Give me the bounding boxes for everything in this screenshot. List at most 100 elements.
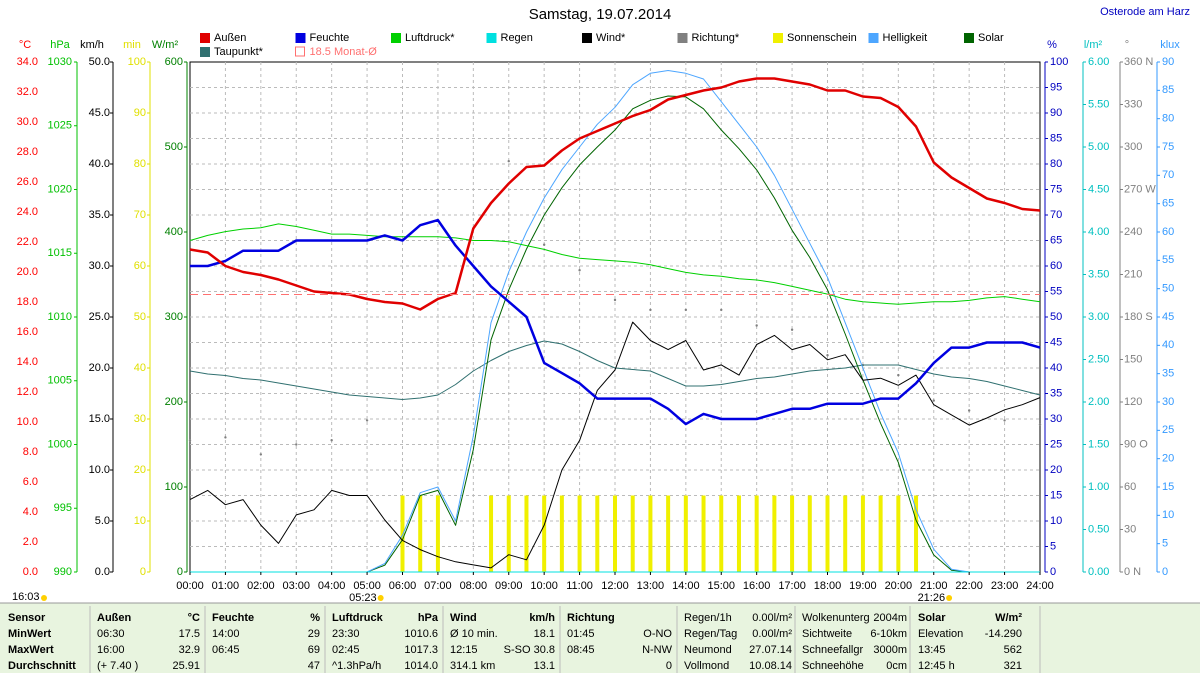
table-unit: km/h — [529, 612, 555, 624]
sunshine-bar — [648, 495, 653, 572]
y-tick-label: 20.0 — [89, 362, 110, 374]
table-header: Außen — [97, 612, 132, 624]
y-tick-label: 65 — [1050, 234, 1062, 246]
y-tick-label: 6.0 — [23, 476, 38, 488]
y-tick-label: 30 — [1050, 413, 1062, 425]
y-tick-label: 100 — [1050, 56, 1068, 68]
table-header: Richtung — [567, 612, 615, 624]
y-tick-label: 200 — [165, 396, 183, 408]
y-tick-label: 150 — [1124, 353, 1142, 365]
x-tick-label: 20:00 — [885, 580, 913, 592]
axis-title: % — [1047, 39, 1057, 51]
y-tick-label: 20.0 — [17, 266, 38, 278]
y-tick-label: 55 — [1162, 254, 1174, 266]
sunshine-bar — [825, 495, 830, 572]
table-cell: 12:45 h — [918, 660, 955, 672]
table-unit: % — [310, 612, 320, 624]
y-tick-label: 8.0 — [23, 446, 38, 458]
x-tick-label: 23:00 — [991, 580, 1019, 592]
y-tick-label: 30.0 — [89, 260, 110, 272]
direction-dot — [684, 308, 688, 312]
update-time: 16:03 — [12, 591, 40, 603]
table-cell: 06:30 — [97, 628, 125, 640]
y-tick-label: 90 — [1050, 107, 1062, 119]
series-line — [190, 218, 1041, 426]
y-tick-label: 10 — [1050, 515, 1062, 527]
sunshine-bar — [435, 495, 440, 572]
y-tick-label: 2.50 — [1088, 353, 1109, 365]
legend-label: Feuchte — [310, 32, 350, 44]
y-tick-label: 28.0 — [17, 146, 38, 158]
direction-dot — [932, 399, 935, 402]
y-tick-label: 60 — [1050, 260, 1062, 272]
table-cell: Sichtweite — [802, 628, 852, 640]
table-cell: -14.290 — [985, 628, 1022, 640]
y-tick-label: 1015 — [48, 247, 72, 259]
y-tick-label: 18.0 — [17, 296, 38, 308]
y-tick-label: 75 — [1162, 141, 1174, 153]
y-tick-label: 600 — [165, 56, 183, 68]
sunshine-bar — [701, 495, 706, 572]
x-tick-label: 04:00 — [318, 580, 346, 592]
table-unit: °C — [188, 612, 200, 624]
direction-dot — [897, 373, 900, 377]
y-tick-label: 35 — [1162, 368, 1174, 380]
sunshine-bar — [418, 495, 423, 572]
table-cell: 47 — [308, 660, 320, 672]
y-tick-label: 300 — [165, 311, 183, 323]
table-cell: 1010.6 — [404, 628, 438, 640]
y-tick-label: 70 — [1162, 169, 1174, 181]
table-cell: 23:30 — [332, 628, 360, 640]
sun-time-label: 21:26 — [918, 592, 946, 604]
table-header: Feuchte — [212, 612, 254, 624]
y-tick-label: 210 — [1124, 268, 1142, 280]
y-tick-label: 5 — [1162, 538, 1168, 550]
direction-dot — [755, 324, 758, 327]
y-tick-label: 10.0 — [17, 416, 38, 428]
table-cell: O-NO — [643, 628, 672, 640]
legend-label: Helligkeit — [883, 32, 928, 44]
sunshine-bar — [807, 495, 812, 572]
series-line — [189, 321, 1041, 569]
x-tick-label: 17:00 — [778, 580, 806, 592]
table-cell: 06:45 — [212, 644, 240, 656]
y-tick-label: 75 — [1050, 183, 1062, 195]
table-cell: 314.1 km — [450, 660, 495, 672]
axis-title: hPa — [50, 39, 70, 51]
x-tick-label: 02:00 — [247, 580, 275, 592]
table-cell: 562 — [1004, 644, 1022, 656]
legend-swatch — [200, 33, 210, 43]
y-tick-label: 70 — [134, 209, 146, 221]
table-cell: 0.00l/m² — [752, 612, 792, 624]
sun-marker — [946, 595, 953, 601]
y-tick-label: 25 — [1162, 424, 1174, 436]
y-tick-label: 60 — [1162, 226, 1174, 238]
sunshine-bar — [524, 495, 529, 572]
y-tick-label: 180 S — [1124, 311, 1153, 323]
sunshine-bar — [400, 495, 405, 572]
grid — [190, 62, 1040, 572]
sunshine-bar — [719, 495, 724, 572]
table-cell: Regen/Tag — [684, 628, 737, 640]
direction-dot — [259, 453, 263, 456]
axis-title: ° — [1125, 39, 1129, 51]
y-tick-label: 80 — [1162, 113, 1174, 125]
legend-label: Luftdruck* — [405, 32, 455, 44]
legend-swatch — [677, 33, 688, 43]
y-tick-label: 80 — [134, 158, 146, 170]
table-cell: Regen/1h — [684, 612, 732, 624]
y-tick-label: 500 — [165, 141, 183, 153]
table-header: Wind — [450, 612, 477, 624]
y-tick-label: 45.0 — [89, 107, 110, 119]
y-tick-label: 35 — [1050, 387, 1062, 399]
direction-dot — [649, 308, 652, 312]
table-cell: 0.00l/m² — [752, 628, 792, 640]
legend-swatch — [773, 33, 783, 43]
x-tick-label: 01:00 — [212, 580, 240, 592]
y-tick-label: 40 — [1162, 339, 1174, 351]
y-tick-label: 70 — [1050, 209, 1062, 221]
y-tick-label: 2.0 — [23, 536, 38, 548]
y-tick-label: 15.0 — [89, 413, 110, 425]
y-tick-label: 1010 — [48, 311, 72, 323]
table-cell: 01:45 — [567, 628, 595, 640]
